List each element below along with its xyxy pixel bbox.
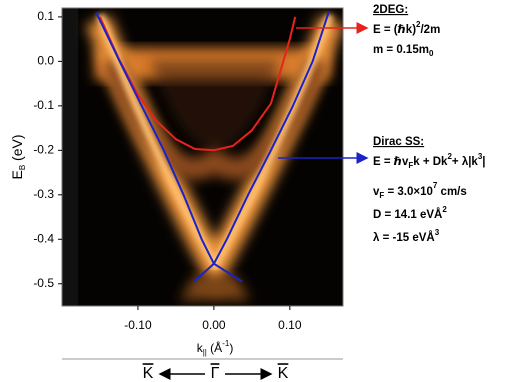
- plot-frame: [61, 7, 344, 307]
- annotation: Dirac SS:: [373, 136, 424, 148]
- band-curve: [193, 12, 330, 283]
- curves: [95, 11, 330, 283]
- y-tick-label: -0.1: [33, 98, 54, 112]
- annotation: 2DEG:: [373, 4, 408, 16]
- annotation: λ = -15 eVÅ3: [373, 228, 440, 244]
- k-point-label: K: [143, 365, 154, 382]
- annotation: E = ℏvFk + Dk2+ λ|k3|: [373, 152, 486, 170]
- y-tick-label: -0.4: [33, 231, 54, 245]
- x-tick-label: 0.10: [278, 318, 302, 332]
- annotation: E = (ℏk)2/2m: [373, 20, 440, 36]
- k-point-label: K: [278, 365, 289, 382]
- x-tick-label: -0.10: [124, 318, 152, 332]
- glow: [180, 275, 250, 300]
- band-curve: [99, 16, 297, 152]
- y-tick-label: -0.3: [33, 187, 54, 201]
- y-tick-label: 0.1: [37, 9, 54, 23]
- axes: 0.1 0.0 -0.1 -0.2 -0.3 -0.4 -0.5 -0.10 0.00 0.10: [33, 9, 302, 332]
- y-tick-label: 0.0: [37, 54, 54, 68]
- glow: [150, 60, 280, 150]
- annotation: D = 14.1 eVÅ2: [373, 205, 447, 221]
- y-tick-label: -0.2: [33, 143, 54, 157]
- y-axis-label: EB (eV): [9, 134, 27, 179]
- annotation: vF = 3.0×107 cm/s: [373, 181, 467, 200]
- intensity-map: [62, 8, 343, 306]
- y-tick-label: -0.5: [33, 276, 54, 290]
- k-point-label: Γ: [211, 365, 220, 382]
- annotation: m = 0.15m0: [373, 44, 434, 58]
- band-curve: [95, 11, 243, 283]
- x-axis-label: k|| (Å-1): [197, 339, 234, 357]
- x-tick-label: 0.00: [202, 318, 226, 332]
